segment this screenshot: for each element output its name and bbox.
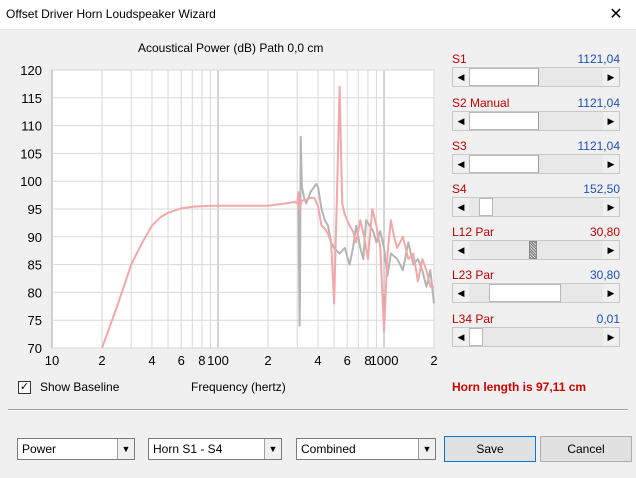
combined-combo[interactable]: Combined ▼ — [296, 438, 436, 460]
param-slider[interactable]: ◀ ▶ — [452, 197, 620, 217]
param-label: S2 Manual — [452, 96, 510, 110]
slider-thumb[interactable] — [488, 284, 561, 302]
param-label: L12 Par — [452, 225, 495, 239]
param-6: L34 Par 0,01 ◀ ▶ — [452, 312, 620, 356]
right-arrow-icon[interactable]: ▶ — [603, 284, 619, 302]
param-4: L12 Par 30,80 ◀ ▶ — [452, 225, 620, 269]
param-label: S1 — [452, 52, 467, 66]
y-tick-label: 100 — [20, 174, 42, 189]
param-value: 1121,04 — [577, 52, 621, 66]
horn-length-status: Horn length is 97,11 cm — [452, 380, 587, 394]
x-tick-label: 6 — [344, 353, 351, 368]
y-tick-label: 90 — [28, 230, 42, 245]
chart-title: Acoustical Power (dB) Path 0,0 cm — [138, 41, 324, 55]
param-label: S4 — [452, 182, 467, 196]
y-tick-label: 120 — [20, 63, 42, 78]
right-arrow-icon[interactable]: ▶ — [603, 155, 619, 173]
right-arrow-icon[interactable]: ▶ — [603, 112, 619, 130]
cancel-button[interactable]: Cancel — [540, 436, 632, 462]
right-arrow-icon[interactable]: ▶ — [603, 68, 619, 86]
param-slider[interactable]: ◀ ▶ — [452, 283, 620, 303]
right-arrow-icon[interactable]: ▶ — [603, 328, 619, 346]
param-label: S3 — [452, 139, 467, 153]
save-button[interactable]: Save — [444, 436, 536, 462]
show-baseline-label: Show Baseline — [40, 380, 120, 394]
param-value: 30,80 — [589, 268, 620, 282]
left-arrow-icon[interactable]: ◀ — [453, 198, 469, 216]
combined-combo-value: Combined — [301, 442, 356, 456]
x-tick-label: 100 — [207, 353, 229, 368]
x-tick-label: 2 — [264, 353, 271, 368]
param-value: 1121,04 — [577, 96, 621, 110]
param-slider[interactable]: ◀ ▶ — [452, 327, 620, 347]
left-arrow-icon[interactable]: ◀ — [453, 68, 469, 86]
right-arrow-icon[interactable]: ▶ — [603, 241, 619, 259]
x-tick-label: 2 — [430, 353, 437, 368]
left-arrow-icon[interactable]: ◀ — [453, 284, 469, 302]
param-value: 30,80 — [589, 225, 620, 239]
slider-thumb[interactable] — [469, 155, 539, 173]
y-tick-label: 85 — [28, 258, 42, 273]
slider-thumb[interactable] — [478, 198, 493, 216]
slider-thumb[interactable] — [469, 68, 539, 86]
slider-thumb[interactable] — [529, 241, 538, 259]
x-tick-label: 10 — [45, 353, 59, 368]
param-label: L34 Par — [452, 312, 495, 326]
power-combo-value: Power — [22, 442, 57, 456]
x-tick-label: 4 — [314, 353, 321, 368]
left-arrow-icon[interactable]: ◀ — [453, 241, 469, 259]
param-3: S4 152,50 ◀ ▶ — [452, 182, 620, 226]
y-tick-label: 75 — [28, 313, 42, 328]
series-line-0 — [296, 135, 435, 327]
param-value: 152,50 — [583, 182, 620, 196]
slider-thumb[interactable] — [469, 328, 483, 346]
param-slider[interactable]: ◀ ▶ — [452, 240, 620, 260]
param-value: 0,01 — [596, 312, 620, 326]
y-tick-label: 110 — [21, 119, 42, 134]
param-slider[interactable]: ◀ ▶ — [452, 111, 620, 131]
right-arrow-icon[interactable]: ▶ — [603, 198, 619, 216]
x-axis-label: Frequency (hertz) — [191, 380, 286, 394]
title-bar: Offset Driver Horn Loudspeaker Wizard ✕ — [0, 0, 636, 30]
separator — [8, 409, 628, 411]
x-tick-label: 4 — [148, 353, 155, 368]
param-1: S2 Manual 1121,04 ◀ ▶ — [452, 96, 620, 140]
x-tick-label: 8 — [364, 353, 371, 368]
y-tick-label: 95 — [28, 202, 42, 217]
close-icon[interactable]: ✕ — [609, 6, 623, 23]
dropdown-icon[interactable]: ▼ — [418, 439, 435, 459]
param-2: S3 1121,04 ◀ ▶ — [452, 139, 620, 183]
horn-section-combo[interactable]: Horn S1 - S4 ▼ — [148, 438, 282, 460]
param-5: L23 Par 30,80 ◀ ▶ — [452, 268, 620, 312]
x-tick-label: 2 — [98, 353, 105, 368]
y-tick-label: 105 — [20, 146, 42, 161]
param-slider[interactable]: ◀ ▶ — [452, 154, 620, 174]
checkbox-box[interactable]: ✓ — [18, 381, 31, 394]
y-tick-label: 70 — [28, 341, 42, 356]
power-combo[interactable]: Power ▼ — [17, 438, 135, 460]
param-value: 1121,04 — [577, 139, 621, 153]
x-tick-label: 6 — [178, 353, 185, 368]
slider-thumb[interactable] — [469, 112, 539, 130]
left-arrow-icon[interactable]: ◀ — [453, 328, 469, 346]
param-0: S1 1121,04 ◀ ▶ — [452, 52, 620, 96]
param-slider[interactable]: ◀ ▶ — [452, 67, 620, 87]
window-title: Offset Driver Horn Loudspeaker Wizard — [6, 7, 216, 21]
param-label: L23 Par — [452, 268, 495, 282]
left-arrow-icon[interactable]: ◀ — [453, 112, 469, 130]
y-tick-label: 80 — [28, 285, 42, 300]
dropdown-icon[interactable]: ▼ — [117, 439, 134, 459]
dropdown-icon[interactable]: ▼ — [264, 439, 281, 459]
x-tick-label: 8 — [198, 353, 205, 368]
y-tick-label: 115 — [21, 91, 42, 106]
series-line-1 — [101, 85, 434, 349]
horn-section-combo-value: Horn S1 - S4 — [153, 442, 223, 456]
x-tick-label: 1000 — [370, 353, 399, 368]
left-arrow-icon[interactable]: ◀ — [453, 155, 469, 173]
